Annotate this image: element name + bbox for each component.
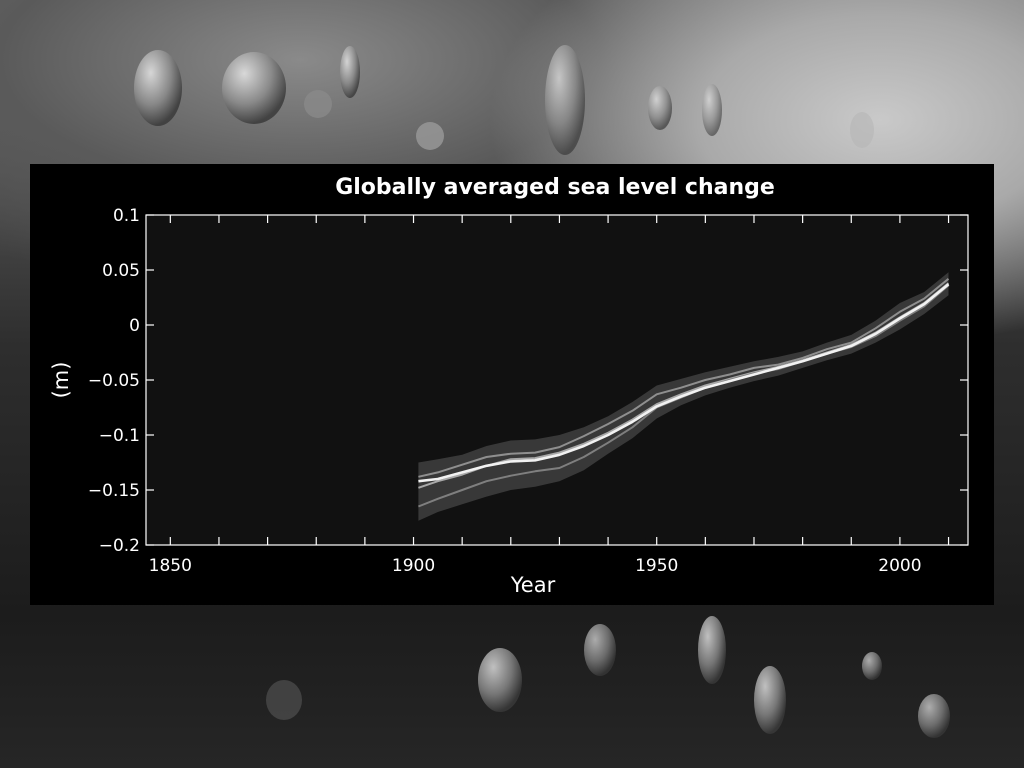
- y-tick-label: 0: [129, 316, 140, 336]
- series-line: [418, 278, 950, 478]
- y-axis-label: (m): [49, 362, 73, 399]
- water-droplet: [340, 46, 360, 98]
- series-group: [418, 272, 950, 521]
- x-axis: 1850 1900 1950 2000: [149, 215, 950, 576]
- x-tick-label: 1900: [392, 556, 435, 576]
- chart-panel: Globally averaged sea level change 0.1 0.…: [30, 164, 994, 605]
- water-droplet: [266, 680, 302, 720]
- water-droplet: [850, 112, 874, 148]
- y-tick-label: −0.1: [99, 426, 140, 446]
- plot-area: [145, 214, 969, 546]
- y-tick-label: −0.2: [99, 536, 140, 556]
- water-droplet: [918, 694, 950, 738]
- x-tick-label: 2000: [878, 556, 921, 576]
- x-tick-label: 1950: [635, 556, 678, 576]
- water-droplet: [545, 45, 585, 155]
- y-tick-label: −0.05: [88, 371, 140, 391]
- water-droplet: [222, 52, 286, 124]
- water-droplet: [862, 652, 882, 680]
- y-tick-label: 0.05: [102, 261, 140, 281]
- y-axis: 0.1 0.05 0 −0.05 −0.1 −0.15 −0.2: [88, 206, 968, 556]
- x-tick-label: 1850: [149, 556, 192, 576]
- y-tick-label: 0.1: [113, 206, 140, 226]
- water-droplet: [584, 624, 616, 676]
- y-tick-label: −0.15: [88, 481, 140, 501]
- series-line: [418, 283, 950, 483]
- water-droplet: [304, 90, 332, 118]
- chart-title: Globally averaged sea level change: [335, 175, 775, 200]
- water-droplet: [698, 616, 726, 684]
- sea-level-chart: Globally averaged sea level change 0.10.…: [49, 175, 969, 597]
- water-droplet: [478, 648, 522, 712]
- water-droplet: [648, 86, 672, 130]
- x-axis-label: Year: [510, 573, 556, 597]
- water-droplet: [702, 84, 722, 136]
- water-droplet: [134, 50, 182, 126]
- water-droplet: [416, 122, 444, 150]
- water-droplet: [754, 666, 786, 734]
